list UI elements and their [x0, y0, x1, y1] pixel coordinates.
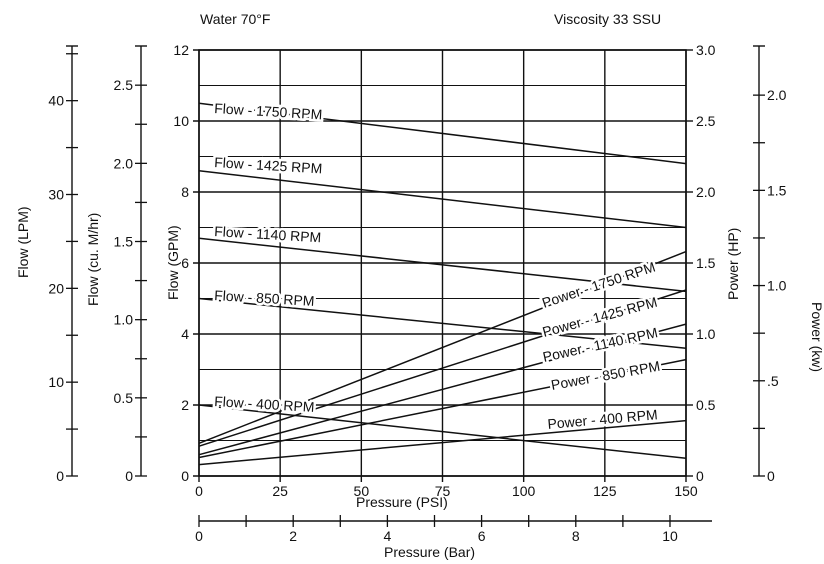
- series-line: [198, 102, 687, 165]
- y-tick-label-gpm: 2: [181, 397, 189, 413]
- kw-tick-label: 1.5: [767, 182, 787, 198]
- y-tick-label-hp: 1.0: [696, 326, 716, 342]
- kw-tick-label: 2.0: [767, 87, 787, 103]
- series-line: [198, 169, 687, 229]
- series-line: [198, 419, 687, 466]
- x-tick-label: 75: [435, 483, 451, 499]
- lpm-tick-label: 0: [56, 468, 64, 484]
- y-axis-label-kw: Power (kw): [809, 302, 824, 372]
- y-tick-label-gpm: 8: [181, 184, 189, 200]
- x-tick-label: 25: [272, 483, 288, 499]
- y-tick-label-gpm: 4: [181, 326, 189, 342]
- series-line: [198, 297, 687, 349]
- series-lines: [198, 102, 687, 466]
- y-tick-label-hp: 3.0: [696, 42, 716, 58]
- x-axis-label: Pressure (PSI): [356, 494, 448, 510]
- y-tick-label-gpm: 10: [173, 113, 189, 129]
- series-label: Flow - 1750 RPM: [214, 100, 323, 122]
- y-axis-label-hp: Power (HP): [725, 228, 741, 300]
- header-left: Water 70°F: [200, 11, 270, 27]
- y-tick-label-hp: 1.5: [696, 255, 716, 271]
- kw-tick-label: .5: [767, 373, 779, 389]
- lpm-tick-label: 20: [48, 280, 64, 296]
- header-right: Viscosity 33 SSU: [554, 11, 661, 27]
- y-tick-label-gpm: 0: [181, 468, 189, 484]
- lpm-tick-label: 40: [48, 93, 64, 109]
- series-label: Flow - 1425 RPM: [214, 154, 323, 176]
- kw-tick-label: 1.0: [767, 278, 787, 294]
- lpm-tick-label: 10: [48, 374, 64, 390]
- x-tick-label: 0: [195, 483, 203, 499]
- kw-tick-label: 0: [767, 468, 775, 484]
- cum-tick-label: 0: [125, 468, 133, 484]
- grid: [193, 49, 687, 482]
- x2-tick-label: 2: [289, 528, 297, 544]
- axes: 0 25 50 75 100 125 15002468101200.51.01.52.02.…: [48, 42, 786, 544]
- series-line: [198, 404, 687, 460]
- x2-tick-label: 10: [662, 528, 678, 544]
- cum-tick-label: 2.5: [114, 77, 134, 93]
- series-label: Flow - 400 RPM: [214, 393, 315, 415]
- x2-tick-label: 6: [478, 528, 486, 544]
- y-axis-label-lpm: Flow (LPM): [15, 206, 31, 278]
- x-tick-label: 100: [512, 483, 536, 499]
- series-line: [198, 250, 687, 444]
- y-tick-label-gpm: 12: [173, 42, 189, 58]
- series-line: [198, 289, 687, 447]
- y-tick-label-hp: 0: [696, 468, 704, 484]
- x2-axis-label: Pressure (Bar): [384, 544, 475, 560]
- x-tick-label: 125: [593, 483, 617, 499]
- series-label: Flow - 850 RPM: [214, 287, 315, 309]
- x2-tick-label: 8: [572, 528, 580, 544]
- series-line: [198, 358, 687, 459]
- x-tick-label: 50: [354, 483, 370, 499]
- lpm-tick-label: 30: [48, 187, 64, 203]
- y-tick-label-hp: 2.0: [696, 184, 716, 200]
- x2-tick-label: 4: [383, 528, 391, 544]
- series-line: [198, 323, 687, 456]
- y-tick-label-hp: 2.5: [696, 113, 716, 129]
- y-tick-label-gpm: 6: [181, 255, 189, 271]
- series-line: [198, 237, 687, 293]
- cum-tick-label: 2.0: [114, 155, 134, 171]
- x-tick-label: 150: [674, 483, 698, 499]
- y-axis-label-cum: Flow (cu. M/hr): [85, 213, 101, 306]
- x2-tick-label: 0: [195, 528, 203, 544]
- cum-tick-label: 0.5: [114, 390, 134, 406]
- cum-tick-label: 1.5: [114, 234, 134, 250]
- y-axis-label-gpm: Flow (GPM): [165, 225, 181, 300]
- y-tick-label-hp: 0.5: [696, 397, 716, 413]
- cum-tick-label: 1.0: [114, 312, 134, 328]
